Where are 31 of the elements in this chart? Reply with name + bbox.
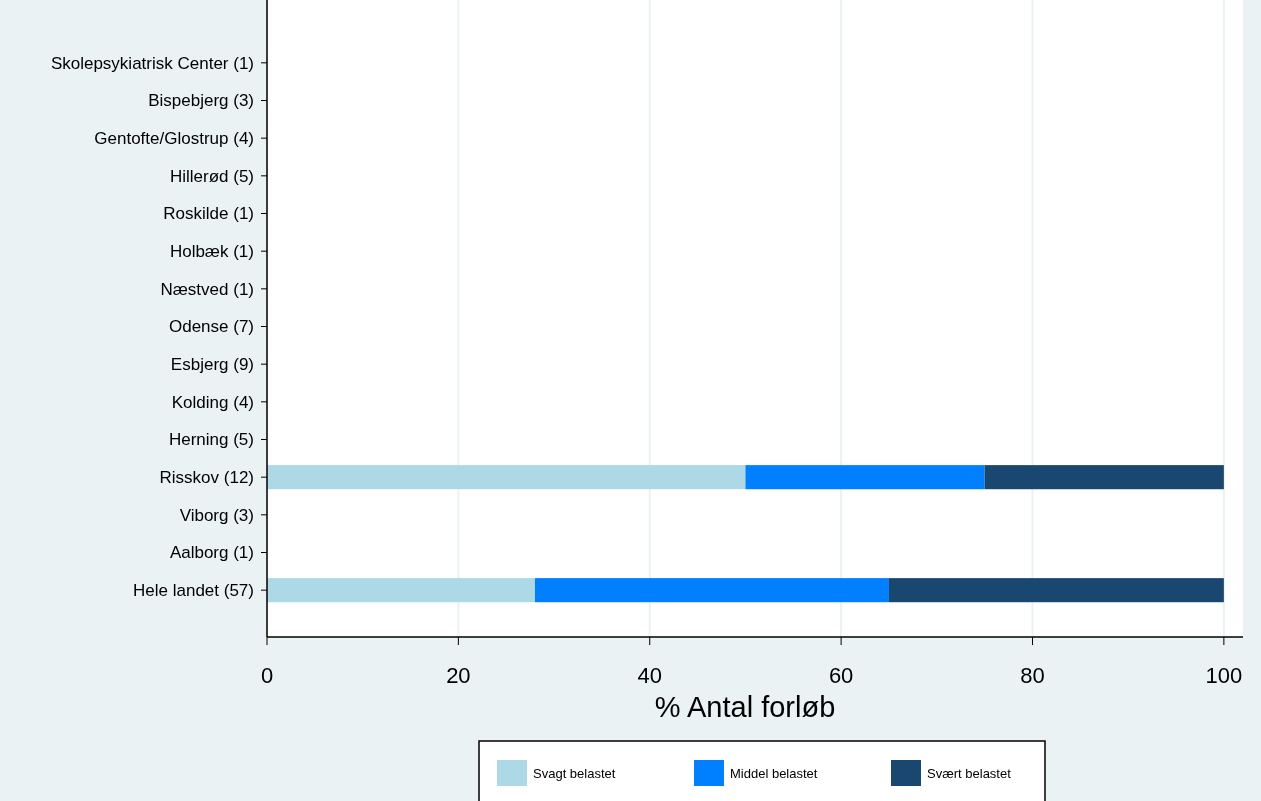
y-tick-label: Esbjerg (9) <box>170 355 254 375</box>
y-tick-label: Hele landet (57) <box>133 581 254 601</box>
legend-label: Middel belastet <box>730 765 818 781</box>
y-tick-label: Herning (5) <box>168 430 254 450</box>
bar <box>745 465 985 490</box>
legend-label: Svært belastet <box>927 765 1012 781</box>
bar <box>267 578 535 603</box>
x-tick-label: 100 <box>1205 663 1243 688</box>
x-tick-label: 0 <box>260 663 274 688</box>
y-tick-label: Gentofte/Glostrup (4) <box>94 129 254 149</box>
bar <box>984 465 1224 490</box>
x-axis-title: % Antal forløb <box>654 691 836 723</box>
y-tick-label: Viborg (3) <box>179 505 254 525</box>
bar <box>267 465 746 490</box>
x-tick-label: 60 <box>828 663 854 688</box>
x-tick-label: 40 <box>637 663 662 688</box>
y-tick-label: Kolding (4) <box>171 392 254 412</box>
y-tick-label: Bispebjerg (3) <box>148 91 254 111</box>
bar <box>534 578 889 603</box>
x-tick-label: 20 <box>446 663 471 688</box>
y-tick-label: Hillerød (5) <box>169 166 254 186</box>
y-tick-label: Risskov (12) <box>159 468 254 488</box>
y-tick-label: Aalborg (1) <box>169 543 254 563</box>
y-tick-label: Næstved (1) <box>160 279 254 299</box>
y-tick-label: Odense (7) <box>168 317 254 337</box>
y-tick-label: Roskilde (1) <box>163 204 254 224</box>
y-tick-label: Holbæk (1) <box>169 242 254 262</box>
y-tick-label: Skolepsykiatrisk Center (1) <box>50 53 254 73</box>
legend-label: Svagt belastet <box>533 765 616 781</box>
x-tick-label: 80 <box>1020 663 1045 688</box>
bar <box>888 578 1224 603</box>
